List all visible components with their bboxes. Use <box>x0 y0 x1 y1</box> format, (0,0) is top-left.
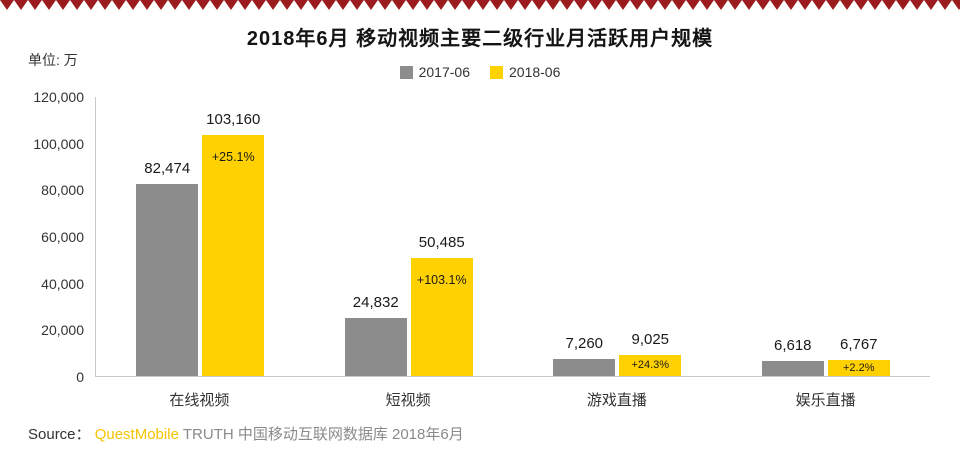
bar-column: +103.1% 50,485 <box>410 97 473 376</box>
bar-2017-06-短视频 <box>344 318 407 376</box>
y-axis-tick-label: 20,000 <box>41 322 84 339</box>
chart-title: 2018年6月 移动视频主要二级行业月活跃用户规模 <box>246 28 714 50</box>
value-label: 6,618 <box>773 336 812 354</box>
bar-group-4: 6,618 +2.2% 6,767 <box>722 97 931 376</box>
value-label: 24,832 <box>352 294 399 312</box>
y-axis-tick-label: 120,000 <box>33 89 84 105</box>
bar-column: 7,260 <box>553 97 616 376</box>
bar-2017-06-在线视频 <box>136 183 199 376</box>
growth-label: +24.3% <box>631 358 670 371</box>
x-axis-category-label: 短视频 <box>385 392 431 409</box>
bar-2018-06-娱乐直播: +2.2% <box>827 360 890 376</box>
y-axis-tick-label: 80,000 <box>41 182 84 199</box>
legend-swatch-2018 <box>490 65 503 79</box>
bar-2018-06-短视频: +103.1% <box>410 258 473 376</box>
value-label: 9,025 <box>631 330 670 348</box>
bar-2017-06-游戏直播 <box>553 359 616 376</box>
y-axis-tick-label: 100,000 <box>33 135 84 152</box>
bar-column: +24.3% 9,025 <box>619 97 682 376</box>
x-axis-category-label: 娱乐直播 <box>795 392 856 409</box>
legend: 2017-06 2018-06 <box>0 64 960 80</box>
bar-group-1: 82,474 +25.1% 103,160 <box>96 97 305 376</box>
bar-group-2: 24,832 +103.1% 50,485 <box>305 97 514 376</box>
bar-2018-06-游戏直播: +24.3% <box>619 354 682 376</box>
legend-swatch-2017 <box>399 65 413 79</box>
x-axis-category-label: 游戏直播 <box>586 392 647 409</box>
bar-2018-06-在线视频: +25.1% <box>202 135 265 376</box>
zigzag-pattern-svg <box>0 0 960 10</box>
bar-column: 6,618 <box>761 97 824 376</box>
value-label: 50,485 <box>418 234 465 252</box>
top-zigzag-border <box>0 0 960 10</box>
value-label: 82,474 <box>144 159 191 177</box>
bar-group-3: 7,260 +24.3% 9,025 <box>513 97 722 376</box>
y-axis-tick-label: 0 <box>76 369 84 385</box>
bar-chart: 120,000 100,000 80,000 60,000 40,000 20,000 0 … <box>30 89 930 409</box>
y-axis-tick-label: 60,000 <box>41 229 84 245</box>
value-label: 7,260 <box>565 335 604 353</box>
unit-label: 单位: 万 <box>28 52 78 68</box>
x-axis-category-label: 在线视频 <box>169 392 230 409</box>
growth-label: +25.1% <box>211 150 255 165</box>
growth-label: +2.2% <box>843 361 875 374</box>
value-label: 6,767 <box>839 336 878 354</box>
plot-area: 82,474 +25.1% 103,160 24,832 +103.1% 50,485 7,… <box>95 97 930 377</box>
source-prefix: Source： <box>28 426 91 443</box>
bar-2017-06-娱乐直播 <box>761 360 824 376</box>
x-axis: 在线视频 短视频 游戏直播 娱乐直播 <box>95 389 930 410</box>
y-axis-tick-label: 40,000 <box>41 275 84 292</box>
bar-column: 82,474 <box>136 97 199 376</box>
bar-column: +25.1% 103,160 <box>202 97 265 376</box>
source-line: Source： QuestMobile TRUTH 中国移动互联网数据库 201… <box>28 423 464 444</box>
legend-label-2018: 2018-06 <box>509 64 561 80</box>
growth-label: +103.1% <box>416 273 467 288</box>
value-label: 103,160 <box>206 111 261 129</box>
source-suffix: TRUTH 中国移动互联网数据库 2018年6月 <box>182 426 464 443</box>
y-axis: 120,000 100,000 80,000 60,000 40,000 20,000 0 <box>30 89 90 385</box>
bar-column: +2.2% 6,767 <box>827 97 890 376</box>
legend-label-2017: 2017-06 <box>418 64 470 80</box>
bar-column: 24,832 <box>344 97 407 376</box>
legend-item-2018: 2018-06 <box>490 64 560 80</box>
legend-item-2017: 2017-06 <box>399 64 470 80</box>
source-brand: QuestMobile <box>94 426 179 443</box>
